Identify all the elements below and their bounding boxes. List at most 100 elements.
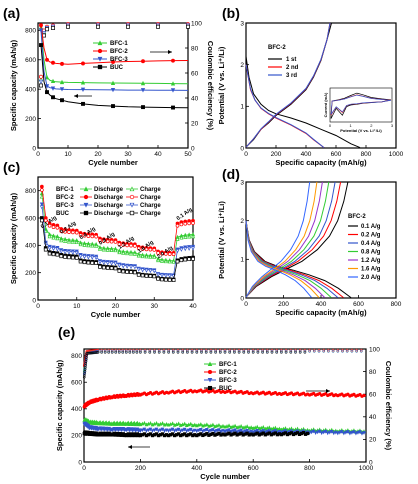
efficiency-point: [200, 351, 203, 354]
x-tick-label: 400: [316, 301, 327, 308]
charge-point: [39, 194, 44, 199]
charge-point: [63, 238, 68, 243]
charge-point: [144, 274, 149, 278]
plot-frame: [245, 22, 397, 149]
efficiency-point: [153, 349, 156, 353]
charge-point: [113, 266, 118, 271]
discharge-curve: [245, 220, 312, 298]
charge-point: [86, 260, 91, 265]
series-point: [111, 104, 115, 109]
charge-point: [71, 230, 75, 235]
legend-charge-label: Charge: [140, 187, 161, 193]
series-point: [59, 87, 65, 92]
series-point: [140, 88, 146, 93]
efficiency-point: [124, 349, 128, 353]
charge-curve: [245, 181, 323, 298]
efficiency-point: [265, 351, 269, 354]
x-tick-label: 0: [36, 151, 40, 158]
y2-tick-label: 40: [369, 414, 377, 421]
charge-point: [109, 266, 114, 271]
legend-marker: [97, 48, 103, 54]
charge-point: [40, 218, 44, 223]
charge-point: [105, 261, 110, 266]
charge-point: [129, 243, 133, 248]
charge-point: [113, 248, 118, 253]
charge-point: [70, 250, 75, 256]
charge-point: [148, 247, 153, 252]
charge-point: [175, 259, 180, 264]
panel-label: (e): [58, 324, 75, 340]
efficiency-point: [114, 351, 118, 354]
legend-discharge-label: Discharge: [94, 187, 124, 193]
series-point: [81, 61, 85, 66]
legend-charge-label: Charge: [140, 211, 161, 217]
charge-point: [152, 254, 157, 259]
charge-point: [144, 254, 149, 259]
x-tick-label: 400: [301, 151, 312, 158]
efficiency-point: [204, 351, 208, 354]
charge-point: [164, 252, 168, 256]
efficiency-point: [94, 351, 98, 354]
efficiency-point: [294, 351, 297, 354]
efficiency-point: [110, 351, 114, 354]
charge-point: [43, 218, 48, 223]
charge-point: [74, 251, 79, 256]
y-tick-label: 400: [71, 406, 82, 413]
efficiency-point: [171, 349, 175, 353]
charge-point: [179, 247, 184, 252]
panel-e: 0 200 400 600 800 100002004006008000204060801…: [55, 324, 393, 481]
charge-point: [191, 221, 195, 225]
charge-point: [175, 236, 180, 241]
charge-point: [109, 239, 114, 244]
charge-point: [78, 242, 83, 247]
efficiency-point: [128, 351, 132, 354]
legend-label: BFC-1: [219, 362, 237, 368]
arrow-head: [168, 50, 172, 54]
series-point: [170, 88, 176, 93]
x-tick-label: 200: [278, 301, 289, 308]
x-tick-label: 30: [124, 151, 132, 158]
charge-point: [59, 229, 64, 233]
efficiency-point: [190, 351, 194, 354]
efficiency-point: [256, 351, 260, 354]
series-line: [41, 193, 194, 262]
efficiency-point: [327, 348, 330, 352]
legend-marker: [129, 186, 135, 192]
x-tick-label: 40: [154, 151, 162, 158]
charge-point: [82, 233, 87, 238]
charge-point: [183, 221, 188, 226]
x-tick-label: 20: [94, 151, 102, 158]
charge-point: [167, 259, 172, 264]
charge-point: [121, 243, 126, 247]
efficiency-point: [242, 351, 246, 354]
x-tick-label: 600: [353, 301, 364, 308]
series-line: [41, 204, 194, 276]
charge-point: [152, 269, 157, 274]
charge-point: [86, 234, 91, 238]
series-point: [170, 81, 176, 86]
efficiency-point: [228, 349, 232, 353]
charge-point: [63, 229, 67, 234]
charge-point: [67, 255, 71, 260]
efficiency-point: [317, 348, 321, 352]
discharge-curve: [245, 56, 361, 149]
efficiency-point: [195, 351, 199, 354]
efficiency-point: [96, 24, 100, 29]
charge-point: [51, 247, 56, 252]
efficiency-point: [289, 351, 293, 354]
charge-point: [183, 234, 188, 239]
charge-point: [98, 238, 102, 243]
panel-label: (a): [3, 5, 20, 21]
charge-point: [179, 235, 184, 240]
efficiency-point: [186, 349, 189, 353]
efficiency-point: [331, 348, 335, 352]
efficiency-point: [350, 348, 354, 352]
charge-point: [94, 261, 98, 265]
charge-point: [144, 268, 149, 273]
series-line: [41, 186, 194, 254]
charge-point: [183, 247, 188, 252]
panel-label: (c): [3, 159, 20, 175]
charge-point: [191, 257, 195, 261]
charge-point: [98, 265, 102, 269]
